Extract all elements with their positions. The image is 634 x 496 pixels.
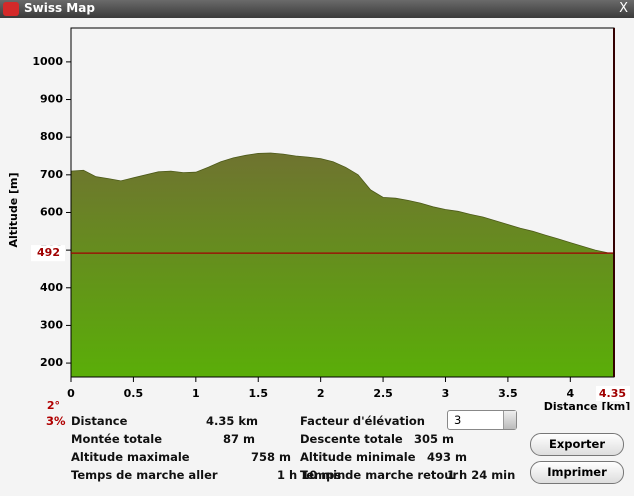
elevation-factor-spinner[interactable]: 3 (447, 410, 517, 430)
export-button[interactable]: Exporter (530, 433, 624, 456)
y-tick-label: 300 (40, 318, 63, 331)
y-axis-label: Altitude [m] (7, 172, 20, 247)
altitude-marker-label: 492 (37, 246, 60, 259)
x-tick-label: 3.5 (498, 387, 518, 400)
chart: Altitude [m] Distance [km] 2° 2003004005… (7, 27, 631, 410)
stat-value: 758 m (251, 450, 291, 464)
altitude-marker-box (31, 245, 65, 262)
spinner-value: 3 (454, 413, 462, 427)
y-tick-label: 400 (40, 281, 63, 294)
x-tick-label: 3 (442, 387, 450, 400)
y-tick-label: 800 (40, 130, 63, 143)
stat-value: 1 h 24 min (447, 468, 516, 482)
stat-value: 4.35 km (206, 414, 259, 428)
window-title: Swiss Map (24, 1, 95, 15)
stat-value: 305 m (414, 432, 454, 446)
stat-label: Descente totale (300, 432, 403, 446)
stat-value: 1 h 10 min (277, 468, 346, 482)
x-tick-label: 2 (317, 387, 325, 400)
y-tick-label: 600 (40, 205, 63, 218)
slope-degrees: 2° (47, 399, 60, 410)
x-tick-label: 0 (67, 387, 75, 400)
distance-marker-box (596, 386, 630, 401)
title-bar: Swiss Map X (0, 0, 634, 18)
stat-label: Distance (71, 414, 128, 428)
x-tick-label: 1 (192, 387, 200, 400)
elevation-area (70, 152, 615, 378)
y-tick-label: 900 (40, 93, 63, 106)
y-tick-label: 1000 (32, 55, 63, 68)
stat-label: Facteur d'élévation (300, 414, 425, 428)
close-button[interactable]: X (619, 1, 628, 16)
stat-label: Montée totale (71, 432, 163, 446)
distance-marker-label: 4.35 (599, 387, 626, 400)
stat-value: 87 m (223, 432, 255, 446)
print-button[interactable]: Imprimer (530, 461, 624, 484)
stat-label: Temps de marche aller (71, 468, 218, 482)
x-tick-label: 0.5 (124, 387, 144, 400)
stat-label: Altitude maximale (71, 450, 190, 464)
x-tick-label: 2.5 (373, 387, 393, 400)
x-tick-label: 4 (566, 387, 574, 400)
stat-value: 493 m (427, 450, 467, 464)
x-tick-label: 1.5 (248, 387, 268, 400)
stat-label: Temps de marche retour (300, 468, 459, 482)
slope-percent: 3% (46, 414, 66, 428)
stat-label: Altitude minimale (300, 450, 416, 464)
y-tick-label: 200 (40, 356, 63, 369)
y-tick-label: 700 (40, 168, 63, 181)
app-icon (3, 2, 19, 16)
spinner-arrows[interactable] (503, 411, 516, 429)
x-axis-label: Distance [km] (544, 400, 631, 410)
